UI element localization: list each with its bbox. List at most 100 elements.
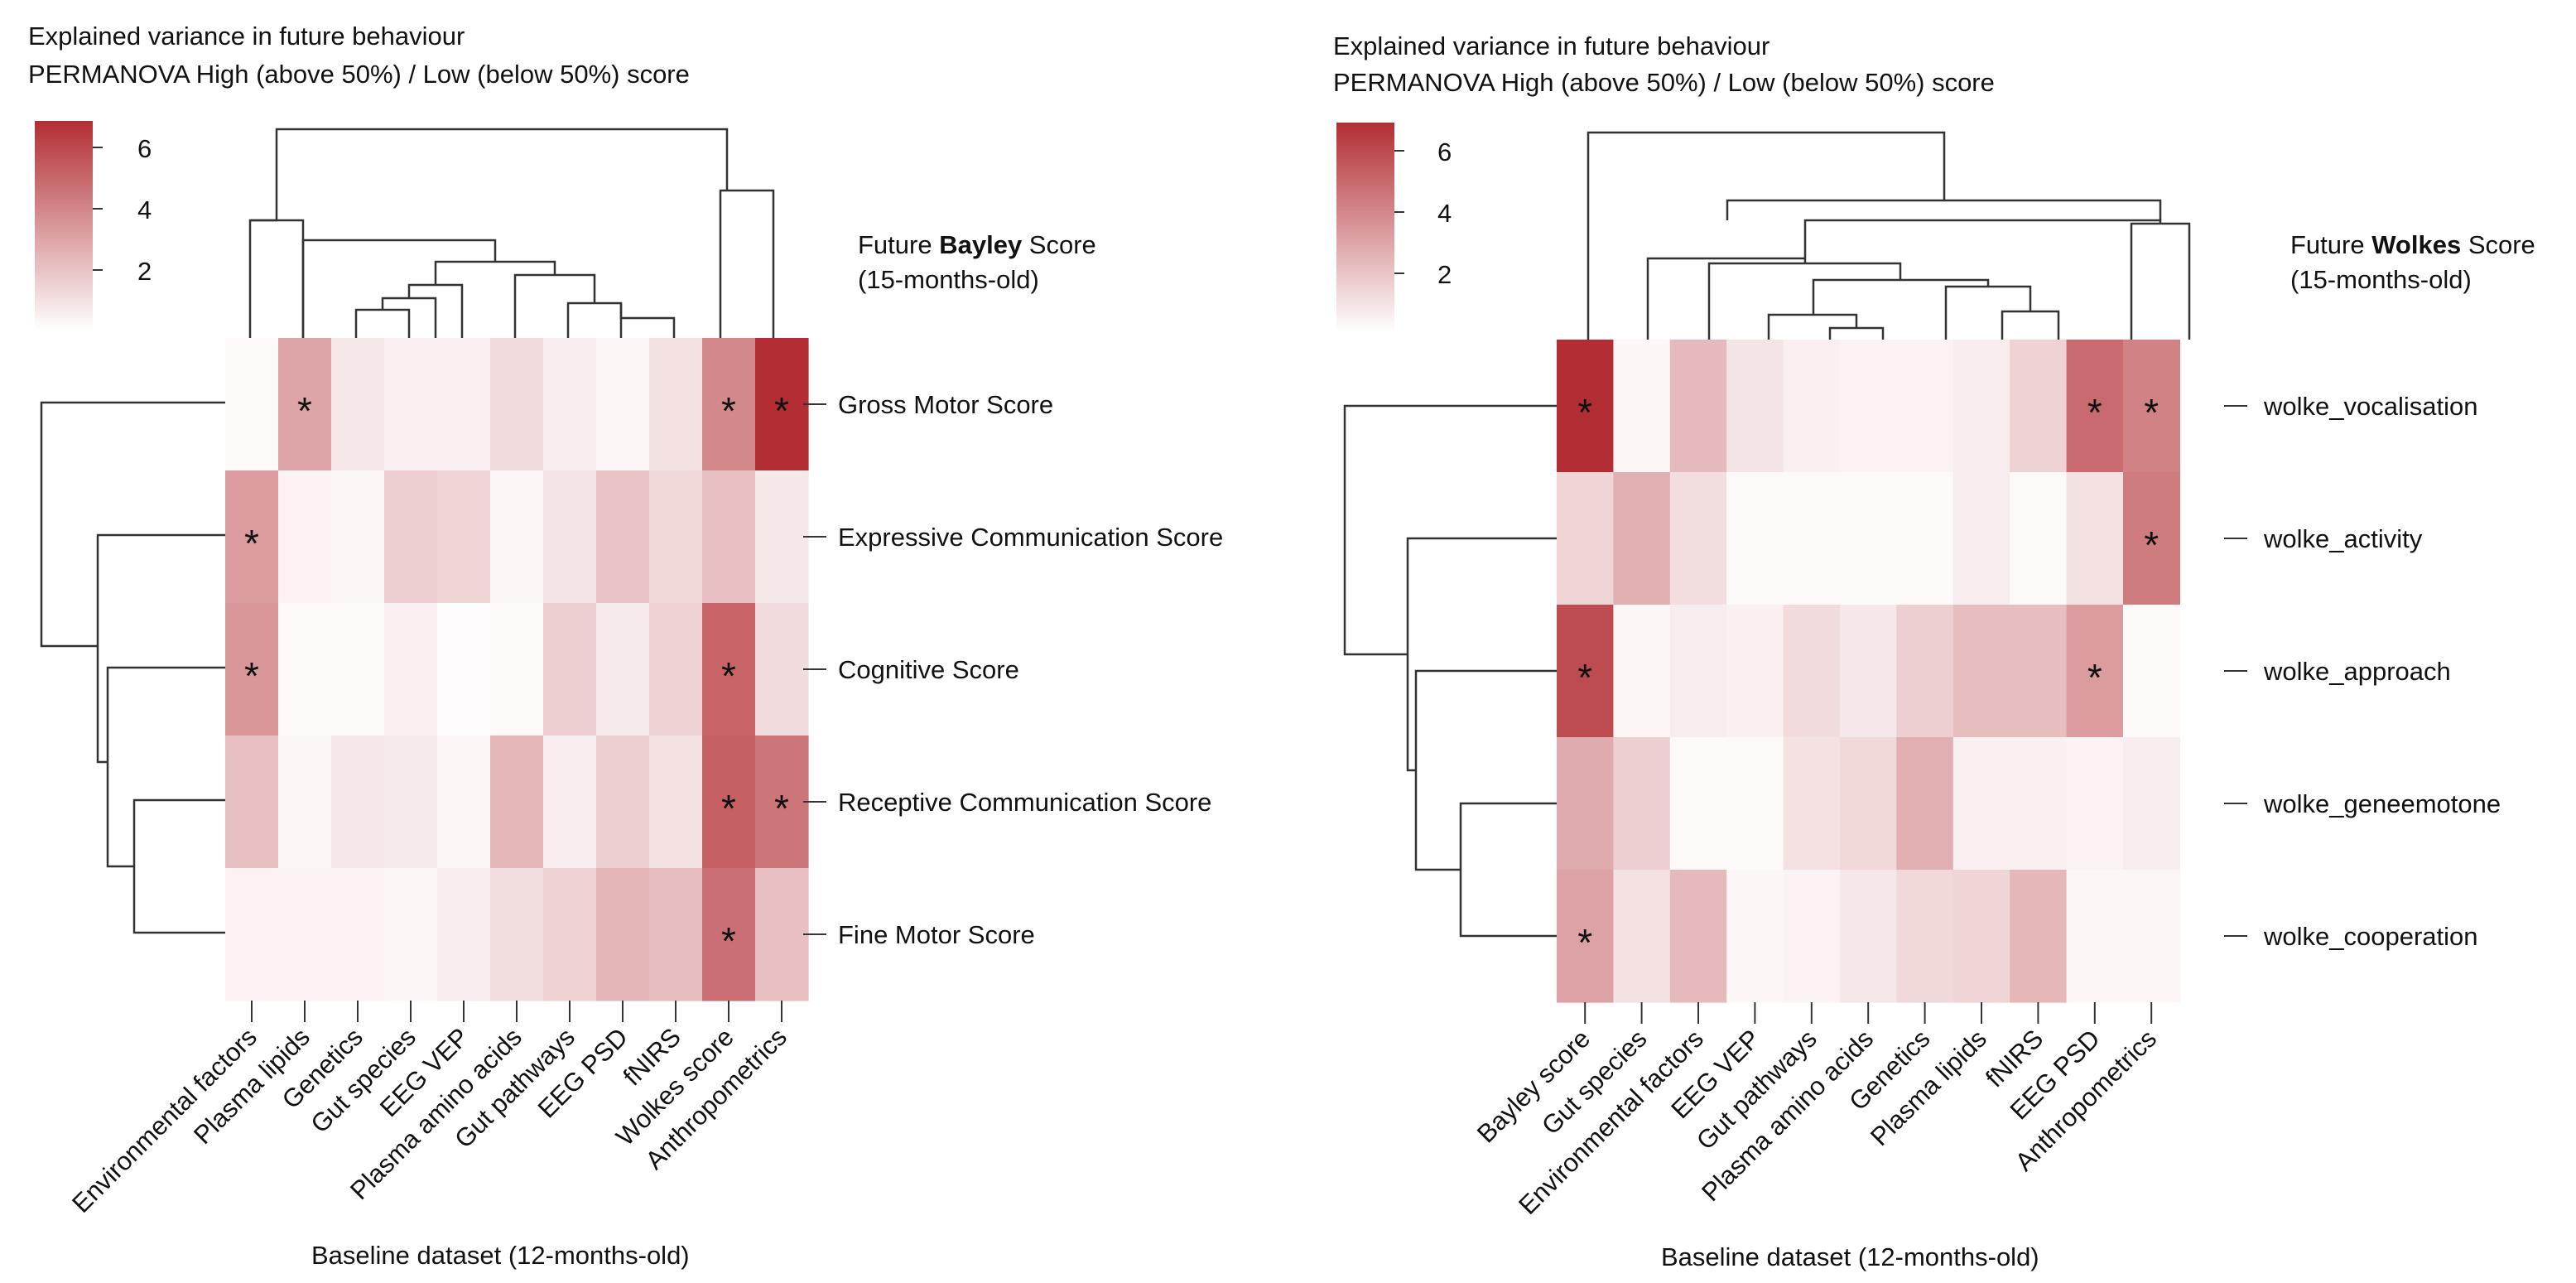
heatmap-cell: [1952, 605, 2010, 738]
heatmap-cell: [278, 603, 332, 736]
heatmap-cell: [702, 868, 756, 1001]
heatmap-cell: [331, 338, 385, 471]
score-age: (15-months-old): [858, 265, 1039, 294]
significance-star: *: [774, 389, 789, 432]
heatmap-cell: [278, 470, 332, 604]
significance-star: *: [2087, 391, 2102, 434]
bayley-heatmap-panel: Explained variance in future behaviour P…: [28, 22, 1223, 1270]
heatmap-cell: [543, 603, 597, 736]
heatmap-cell: [596, 470, 650, 604]
color-legend-bar: [1336, 123, 1394, 332]
significance-star: *: [721, 919, 736, 962]
legend-tick-label: 4: [1437, 199, 1452, 228]
heatmap-cell: [543, 338, 597, 471]
heatmap-cell: [649, 736, 703, 869]
heatmap-cell: [225, 603, 279, 736]
heatmap-cell: [384, 470, 438, 604]
heatmap-cell: [1726, 472, 1784, 605]
heatmap-cell: [543, 736, 597, 869]
heatmap-cell: [596, 868, 650, 1001]
heatmap-cell: [1557, 737, 1614, 871]
significance-star: *: [244, 654, 259, 697]
heatmap-cell: [755, 470, 809, 604]
heatmap-cell: [225, 470, 279, 604]
significance-star: *: [2087, 656, 2102, 699]
heatmap-cell: [225, 868, 279, 1001]
y-tick-label: wolke_cooperation: [2263, 922, 2478, 951]
y-tick-label: Expressive Communication Score: [838, 523, 1223, 552]
heatmap-cell: [755, 868, 809, 1001]
heatmap-cell: [1613, 340, 1671, 473]
panel-title-line2: PERMANOVA High (above 50%) / Low (below …: [1333, 68, 1995, 97]
heatmap-cell: [2123, 605, 2180, 738]
heatmap-cell: [490, 338, 544, 471]
heatmap-cell: [1613, 472, 1671, 605]
heatmap-cell: [2010, 870, 2068, 1003]
significance-star: *: [2144, 523, 2159, 567]
heatmap-cells: [1557, 340, 2180, 1003]
significance-star: *: [1577, 656, 1592, 699]
heatmap-cell: [702, 338, 756, 471]
heatmap-cell: [1840, 737, 1897, 871]
heatmap-cell: [596, 736, 650, 869]
heatmap-cell: [225, 736, 279, 869]
heatmap-cell: [437, 470, 491, 604]
row-dendrogram: [40, 401, 225, 934]
heatmap-cell: [2123, 737, 2180, 871]
heatmap-cell: [437, 338, 491, 471]
y-tick-label: Cognitive Score: [838, 655, 1019, 684]
y-tick-marks: wolke_vocalisation wolke_activity wolke_ap…: [2224, 392, 2501, 951]
significance-star: *: [244, 522, 259, 565]
heatmap-cell: [1952, 472, 2010, 605]
heatmap-cell: [1726, 340, 1784, 473]
heatmap-cell: [437, 868, 491, 1001]
heatmap-cell: [1669, 870, 1727, 1003]
heatmap-cell: [2123, 472, 2180, 605]
heatmap-cell: [1783, 605, 1841, 738]
significance-star: *: [297, 389, 312, 432]
heatmap-cell: [2123, 870, 2180, 1003]
heatmap-cell: [2123, 340, 2180, 473]
heatmap-cell: [1783, 340, 1841, 473]
y-tick-label: wolke_vocalisation: [2263, 392, 2477, 421]
legend-tick-label: 6: [1437, 137, 1452, 166]
significance-marks: * * * * * * * * *: [244, 389, 789, 962]
heatmap-cell: [1669, 472, 1727, 605]
significance-star: *: [721, 654, 736, 697]
heatmap-cell: [490, 470, 544, 604]
heatmap-cell: [437, 603, 491, 736]
y-tick-label: wolke_approach: [2263, 657, 2451, 686]
score-title: Future Bayley Score: [858, 230, 1096, 259]
heatmap-cell: [2066, 340, 2124, 473]
color-legend: 6 4 2: [35, 121, 152, 330]
y-tick-label: wolke_geneemotone: [2263, 789, 2501, 818]
heatmap-cell: [1557, 340, 1614, 473]
heatmap-cell: [1557, 870, 1614, 1003]
heatmap-cell: [702, 470, 756, 604]
heatmap-cell: [1952, 870, 2010, 1003]
wolkes-heatmap-panel: Explained variance in future behaviour P…: [1333, 31, 2535, 1271]
heatmap-cell: [543, 868, 597, 1001]
x-axis-title: Baseline dataset (12-months-old): [311, 1241, 690, 1270]
heatmap-cell: [1726, 605, 1784, 738]
heatmap-cell: [1613, 870, 1671, 1003]
heatmap-cell: [437, 736, 491, 869]
column-dendrogram: [248, 128, 775, 338]
y-tick-label: Gross Motor Score: [838, 390, 1053, 419]
heatmap-cell: [2066, 605, 2124, 738]
heatmap-cell: [2010, 605, 2068, 738]
score-title: Future Wolkes Score: [2290, 230, 2535, 259]
heatmap-cell: [225, 338, 279, 471]
significance-star: *: [774, 787, 789, 830]
heatmap-cell: [1840, 870, 1897, 1003]
heatmap-cell: [1896, 737, 1954, 871]
heatmap-cell: [1896, 870, 1954, 1003]
heatmap-cell: [2010, 737, 2068, 871]
heatmap-cell: [702, 736, 756, 869]
heatmap-cell: [702, 603, 756, 736]
heatmap-cell: [596, 603, 650, 736]
heatmap-cell: [1669, 737, 1727, 871]
heatmap-cell: [1613, 605, 1671, 738]
